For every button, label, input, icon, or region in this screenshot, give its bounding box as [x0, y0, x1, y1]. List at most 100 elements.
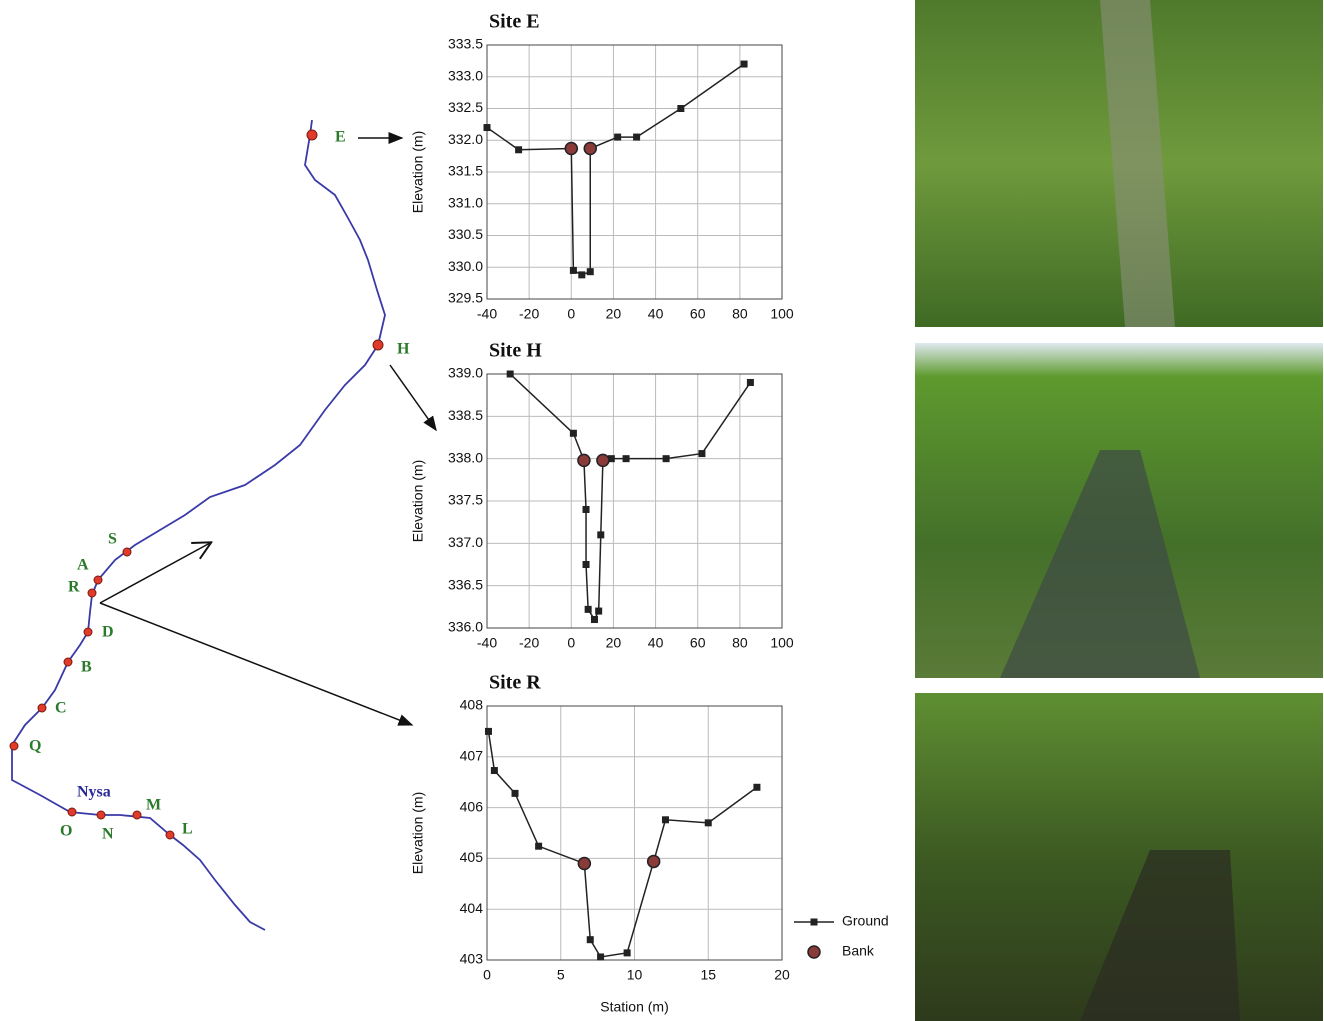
y-tick-label: 338.5: [448, 407, 483, 423]
y-tick-label: 337.5: [448, 492, 483, 508]
ground-marker: [507, 371, 514, 378]
y-tick-label: 332.5: [448, 99, 483, 115]
y-tick-label: 403: [460, 951, 484, 967]
ground-marker: [633, 134, 640, 141]
x-tick-label: 40: [648, 635, 664, 651]
ground-marker: [491, 767, 498, 774]
ground-marker: [515, 146, 522, 153]
y-axis-label: Elevation (m): [410, 460, 426, 542]
x-tick-label: 80: [732, 306, 748, 322]
y-axis-label: Elevation (m): [410, 131, 426, 213]
ground-marker: [698, 450, 705, 457]
site-label: H: [397, 341, 410, 358]
x-tick-label: 0: [483, 967, 491, 983]
x-tick-label: 5: [557, 967, 565, 983]
ground-marker: [535, 843, 542, 850]
legend-marker: [811, 919, 818, 926]
ground-marker: [583, 561, 590, 568]
y-tick-label: 336.5: [448, 576, 483, 592]
site-label: M: [146, 797, 161, 814]
y-tick-label: 331.0: [448, 194, 483, 210]
site-label: S: [108, 531, 117, 548]
y-tick-label: 333.5: [448, 36, 483, 52]
ground-marker: [585, 606, 592, 613]
legend-marker: [808, 946, 820, 958]
arrows: [100, 138, 436, 725]
site-label: N: [102, 826, 114, 843]
site-dots: [10, 130, 383, 839]
y-tick-label: 333.0: [448, 67, 483, 83]
site-label: C: [55, 700, 67, 717]
ground-marker: [587, 936, 594, 943]
chart-title: Site H: [489, 340, 542, 362]
ground-marker: [485, 728, 492, 735]
ground-marker: [578, 271, 585, 278]
river: [12, 120, 385, 930]
x-tick-label: 15: [700, 967, 716, 983]
ground-marker: [623, 455, 630, 462]
ground-marker: [512, 790, 519, 797]
ground-marker: [677, 105, 684, 112]
x-tick-label: 80: [732, 635, 748, 651]
ground-marker: [587, 268, 594, 275]
chart-title: Site E: [489, 11, 540, 33]
y-tick-label: 337.0: [448, 534, 483, 550]
map-labels: E H S A R D B C Q M O N L Nysa: [29, 129, 410, 843]
site-label: E: [335, 129, 346, 146]
ground-marker: [662, 816, 669, 823]
ground-marker: [753, 784, 760, 791]
x-tick-label: 0: [567, 635, 575, 651]
ground-marker: [597, 953, 604, 960]
y-tick-label: 408: [460, 697, 484, 713]
bank-marker: [597, 454, 609, 466]
x-tick-label: -20: [519, 306, 539, 322]
ground-marker: [614, 134, 621, 141]
ground-marker: [583, 506, 590, 513]
y-tick-label: 330.0: [448, 258, 483, 274]
ground-marker: [597, 531, 604, 538]
y-tick-label: 405: [460, 849, 484, 865]
bank-marker: [578, 857, 590, 869]
river-label: Nysa: [77, 784, 111, 801]
ground-marker: [591, 616, 598, 623]
bank-marker: [648, 855, 660, 867]
ground-marker: [570, 430, 577, 437]
y-tick-label: 332.0: [448, 131, 483, 147]
site-label: R: [68, 579, 80, 596]
ground-marker: [624, 949, 631, 956]
chart-title: Site R: [489, 672, 541, 694]
x-tick-label: 20: [774, 967, 790, 983]
x-tick-label: 60: [690, 635, 706, 651]
y-tick-label: 330.5: [448, 226, 483, 242]
ground-marker: [570, 267, 577, 274]
x-axis-label: Station (m): [600, 999, 668, 1015]
bank-marker: [584, 143, 596, 155]
y-tick-label: 329.5: [448, 290, 483, 306]
bank-marker: [578, 454, 590, 466]
ground-marker: [595, 608, 602, 615]
y-tick-label: 336.0: [448, 619, 483, 635]
x-tick-label: 10: [627, 967, 643, 983]
ground-marker: [484, 124, 491, 131]
legend-label: Bank: [842, 943, 875, 959]
site-label: L: [182, 821, 193, 838]
x-tick-label: 60: [690, 306, 706, 322]
ground-marker: [747, 379, 754, 386]
x-tick-label: 40: [648, 306, 664, 322]
ground-marker: [705, 819, 712, 826]
x-tick-label: 100: [770, 635, 794, 651]
x-tick-label: 100: [770, 306, 794, 322]
y-tick-label: 407: [460, 748, 484, 764]
x-tick-label: -40: [477, 306, 497, 322]
y-tick-label: 406: [460, 798, 484, 814]
y-tick-label: 404: [460, 900, 484, 916]
y-axis-label: Elevation (m): [410, 792, 426, 874]
x-tick-label: 20: [606, 306, 622, 322]
y-tick-label: 339.0: [448, 365, 483, 381]
y-tick-label: 338.0: [448, 449, 483, 465]
site-label: D: [102, 624, 114, 641]
site-label: O: [60, 823, 72, 840]
x-tick-label: -40: [477, 635, 497, 651]
ground-marker: [741, 61, 748, 68]
figure: E H S A R D B C Q M O N L Nysa 329.5 330.…: [0, 0, 1324, 1021]
